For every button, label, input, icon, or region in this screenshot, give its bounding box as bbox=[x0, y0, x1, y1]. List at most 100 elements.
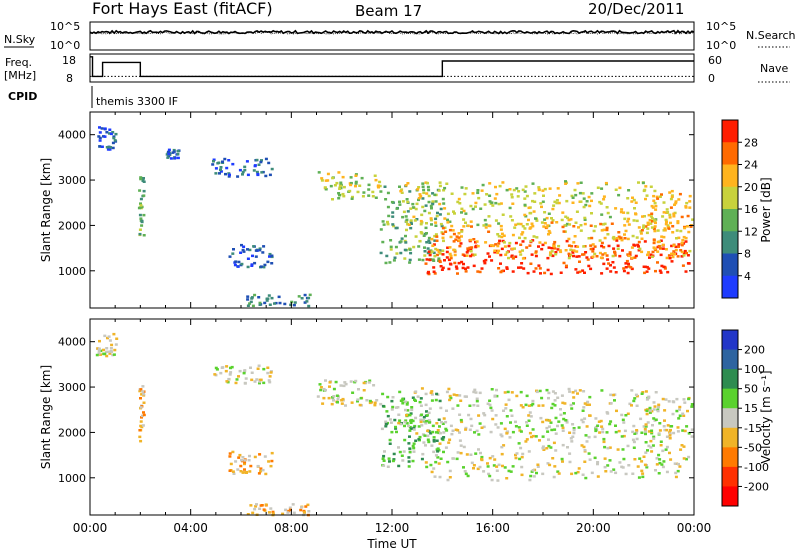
velocity-cell bbox=[430, 393, 434, 396]
velocity-cell bbox=[587, 452, 591, 455]
power-cell bbox=[259, 265, 263, 268]
velocity-cell bbox=[141, 390, 145, 393]
velocity-cell bbox=[300, 506, 303, 509]
velocity-cell bbox=[600, 425, 604, 428]
power-cell bbox=[385, 254, 389, 258]
velocity-cell bbox=[350, 401, 354, 404]
power-cell bbox=[246, 257, 250, 260]
power-cell bbox=[114, 132, 118, 136]
velocity-ytick-label: 1000 bbox=[58, 472, 86, 485]
velocity-cell bbox=[411, 419, 415, 423]
power-cell bbox=[643, 188, 647, 192]
power-cell bbox=[624, 266, 628, 269]
velocity-colorbar-tick-label: -15 bbox=[744, 422, 762, 435]
velocity-cell bbox=[258, 507, 262, 510]
velocity-cell bbox=[238, 453, 242, 457]
velocity-cell bbox=[657, 472, 661, 475]
velocity-cell bbox=[572, 428, 576, 432]
velocity-cell bbox=[588, 458, 592, 461]
power-cell bbox=[645, 231, 649, 235]
velocity-cell bbox=[409, 427, 413, 430]
power-cell bbox=[342, 194, 346, 198]
velocity-cell bbox=[596, 462, 599, 466]
velocity-cell bbox=[630, 389, 634, 392]
velocity-cell bbox=[472, 390, 476, 394]
velocity-cell bbox=[567, 387, 571, 391]
power-cell bbox=[551, 254, 555, 258]
power-cell bbox=[560, 218, 564, 222]
velocity-cell bbox=[455, 457, 459, 461]
velocity-cell bbox=[220, 366, 224, 369]
power-cell bbox=[507, 256, 510, 260]
power-cell bbox=[415, 218, 419, 221]
velocity-cell bbox=[482, 470, 486, 473]
velocity-cell bbox=[395, 406, 398, 409]
power-cell bbox=[683, 226, 687, 230]
velocity-cell bbox=[644, 432, 647, 436]
power-cell bbox=[654, 208, 658, 211]
power-cell bbox=[656, 197, 660, 200]
velocity-cell bbox=[655, 463, 659, 466]
power-cell bbox=[541, 243, 545, 247]
power-cell bbox=[111, 131, 115, 134]
power-cell bbox=[464, 212, 468, 215]
velocity-cell bbox=[652, 435, 656, 439]
power-cell bbox=[626, 253, 630, 256]
velocity-cell bbox=[401, 399, 405, 402]
velocity-cell bbox=[539, 416, 543, 420]
velocity-cell bbox=[426, 429, 430, 433]
power-cell bbox=[532, 235, 536, 238]
velocity-cell bbox=[468, 404, 472, 407]
power-cell bbox=[455, 267, 459, 270]
power-cell bbox=[246, 295, 250, 298]
velocity-cell bbox=[411, 396, 415, 399]
power-cell bbox=[565, 239, 569, 243]
power-cell bbox=[469, 238, 473, 242]
velocity-cell bbox=[547, 438, 550, 441]
power-cell bbox=[488, 194, 492, 197]
power-cell bbox=[550, 217, 553, 220]
power-cell bbox=[440, 268, 444, 271]
velocity-cell bbox=[530, 435, 533, 439]
velocity-cell bbox=[139, 388, 143, 391]
power-cell bbox=[381, 240, 385, 244]
power-cell bbox=[631, 234, 635, 238]
power-cell bbox=[138, 206, 142, 209]
power-cell bbox=[591, 255, 595, 258]
power-cell bbox=[349, 183, 353, 187]
power-cell bbox=[438, 202, 442, 206]
velocity-cell bbox=[401, 397, 405, 401]
velocity-cell bbox=[483, 413, 487, 417]
velocity-cell bbox=[504, 403, 508, 406]
velocity-cell bbox=[667, 400, 671, 403]
power-cell bbox=[598, 200, 602, 204]
power-cell bbox=[403, 257, 407, 260]
velocity-cell bbox=[657, 405, 660, 409]
velocity-cell bbox=[478, 391, 482, 395]
velocity-cell bbox=[647, 430, 651, 433]
velocity-cell bbox=[386, 414, 390, 418]
velocity-cell bbox=[255, 503, 258, 506]
power-cell bbox=[253, 164, 257, 168]
velocity-cell bbox=[652, 437, 656, 440]
power-cell bbox=[662, 211, 666, 214]
power-cell bbox=[427, 200, 431, 204]
power-cell bbox=[547, 212, 551, 215]
velocity-cell bbox=[465, 453, 469, 456]
velocity-cell bbox=[502, 444, 506, 447]
velocity-cell bbox=[568, 390, 572, 393]
power-cell bbox=[617, 193, 621, 197]
power-cell bbox=[501, 239, 505, 243]
power-cell bbox=[167, 152, 171, 156]
velocity-cell bbox=[382, 464, 386, 467]
power-cell bbox=[255, 158, 259, 162]
power-cell bbox=[497, 249, 501, 253]
power-cell bbox=[176, 156, 180, 160]
velocity-cell bbox=[648, 411, 652, 414]
power-cell bbox=[111, 146, 115, 150]
power-cell bbox=[167, 148, 171, 152]
velocity-cell bbox=[430, 399, 434, 402]
power-cell bbox=[399, 240, 403, 243]
power-cell bbox=[502, 234, 506, 237]
velocity-cell bbox=[570, 440, 574, 443]
